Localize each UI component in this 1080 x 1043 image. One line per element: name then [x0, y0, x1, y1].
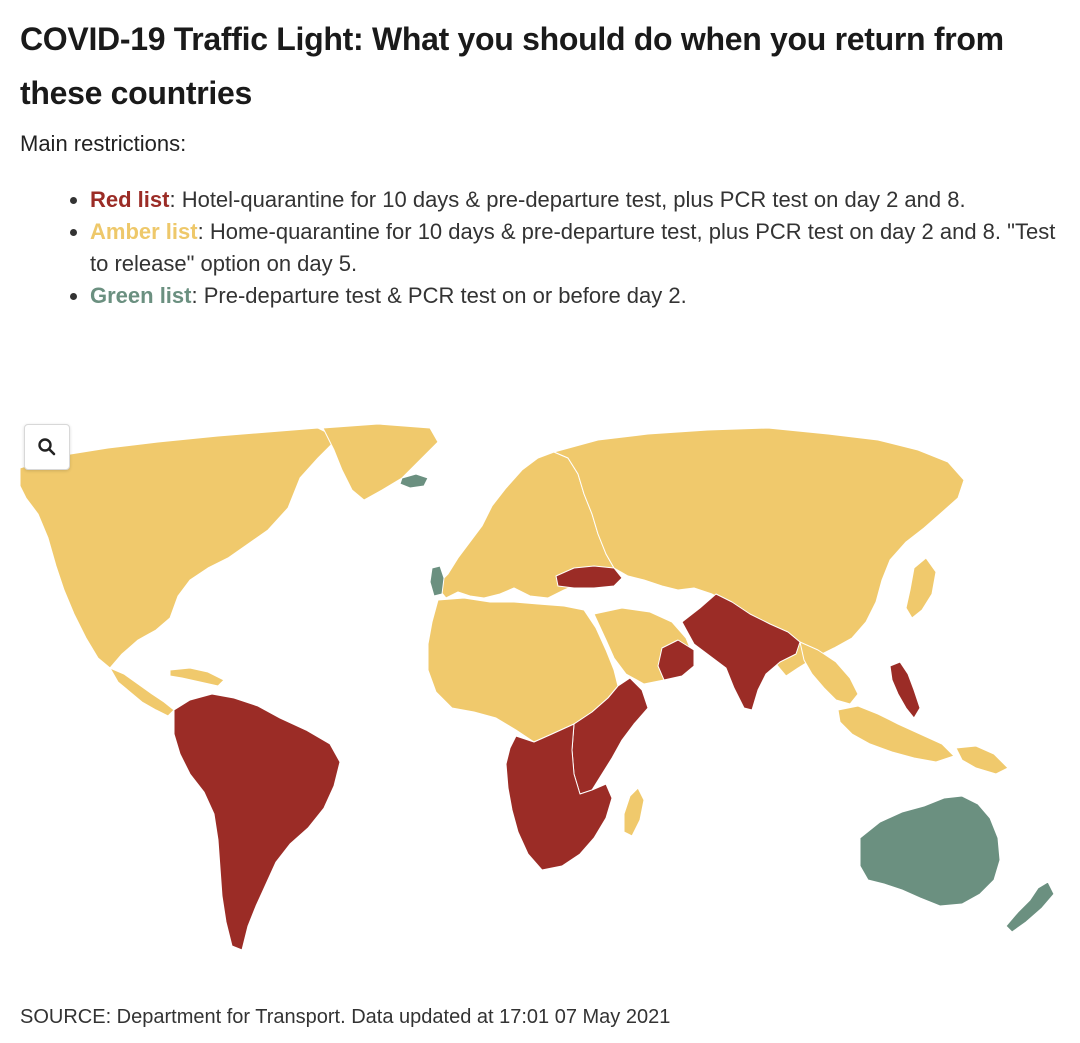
region-new-zealand[interactable]	[1005, 881, 1055, 933]
legend-item-amber: Amber list: Home-quarantine for 10 days …	[90, 216, 1070, 280]
region-southern-africa[interactable]	[505, 723, 613, 871]
region-madagascar[interactable]	[623, 787, 645, 837]
region-india[interactable]	[681, 593, 801, 711]
region-north-america[interactable]	[19, 427, 339, 669]
region-oman[interactable]	[657, 639, 695, 681]
region-australia[interactable]	[859, 795, 1001, 907]
world-map-svg[interactable]	[18, 418, 1068, 958]
restrictions-heading: Main restrictions:	[20, 131, 187, 156]
map-zoom-button[interactable]	[24, 424, 70, 470]
region-indonesia[interactable]	[837, 705, 955, 763]
region-iceland[interactable]	[399, 473, 429, 489]
region-south-america[interactable]	[173, 693, 341, 951]
legend-text-red: : Hotel-quarantine for 10 days & pre-dep…	[169, 187, 966, 212]
region-japan[interactable]	[905, 557, 937, 619]
region-turkey[interactable]	[555, 565, 623, 589]
legend-label-red: Red list	[90, 187, 170, 212]
search-icon	[38, 438, 56, 456]
region-papua-new-guinea[interactable]	[955, 745, 1009, 775]
page-title: COVID-19 Traffic Light: What you should …	[20, 21, 1004, 111]
region-greenland[interactable]	[322, 423, 439, 501]
source-note: SOURCE: Department for Transport. Data u…	[20, 1006, 671, 1028]
legend-text-amber: : Home-quarantine for 10 days & pre-depa…	[90, 219, 1056, 276]
legend-label-green: Green list	[90, 283, 192, 308]
legend-text-green: : Pre-departure test & PCR test on or be…	[191, 283, 687, 308]
world-map[interactable]	[18, 418, 1068, 958]
region-philippines[interactable]	[889, 661, 921, 719]
legend-item-green: Green list: Pre-departure test & PCR tes…	[90, 280, 1070, 312]
region-portugal[interactable]	[429, 565, 445, 597]
legend-label-amber: Amber list	[90, 219, 198, 244]
region-southeast-asia[interactable]	[799, 641, 859, 705]
legend-item-red: Red list: Hotel-quarantine for 10 days &…	[90, 184, 1070, 216]
region-caribbean[interactable]	[169, 667, 225, 687]
region-central-america[interactable]	[109, 667, 175, 717]
legend-list: Red list: Hotel-quarantine for 10 days &…	[60, 184, 1070, 312]
